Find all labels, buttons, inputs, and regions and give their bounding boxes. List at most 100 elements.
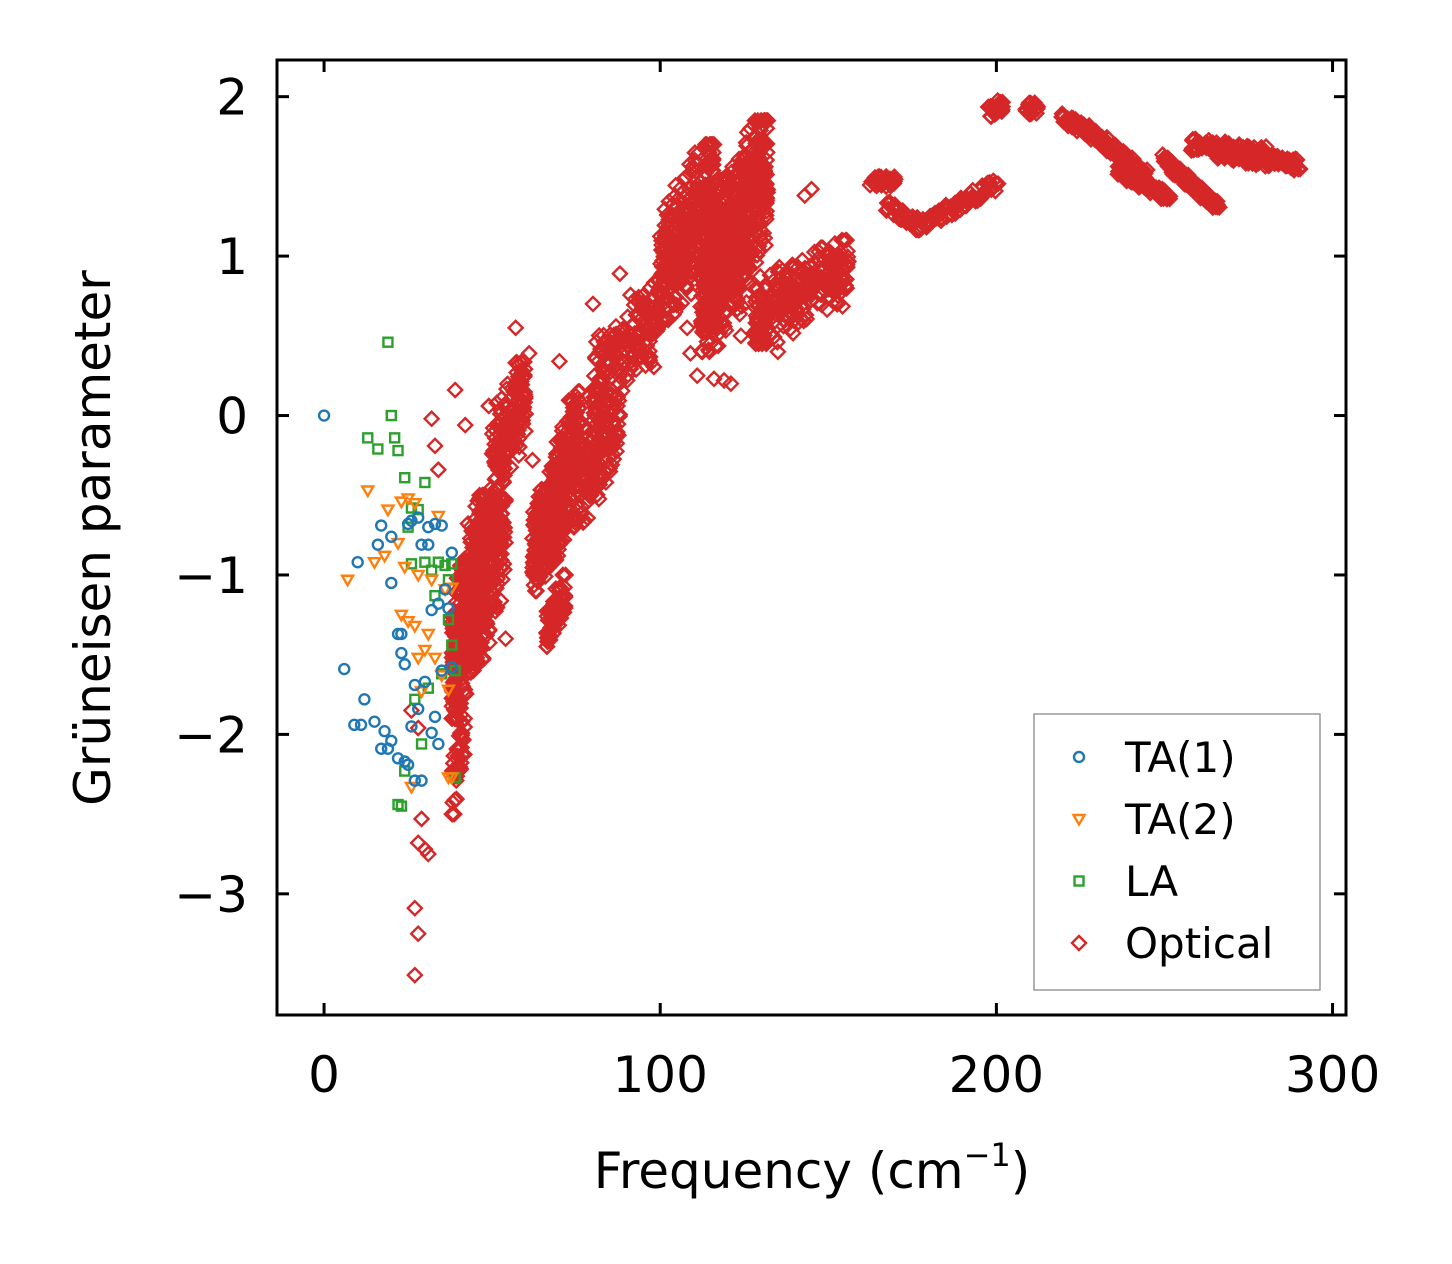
data-point: [1285, 161, 1303, 179]
data-point: [631, 321, 649, 340]
data-point: [757, 206, 775, 225]
data-point: [544, 546, 562, 564]
data-point: [443, 805, 461, 823]
data-point: [482, 600, 500, 618]
data-point: [405, 514, 418, 527]
x-tick-label: 300: [1285, 1046, 1380, 1104]
data-point: [1161, 187, 1179, 206]
data-point: [317, 409, 331, 422]
data-point: [487, 451, 506, 469]
data-point: [754, 189, 773, 207]
data-point: [613, 382, 631, 400]
data-point: [412, 810, 431, 828]
data-point: [745, 218, 763, 237]
data-point: [395, 627, 408, 641]
y-tick-label: 0: [216, 388, 248, 446]
data-point: [671, 270, 689, 288]
data-point: [432, 737, 445, 751]
data-point: [378, 725, 391, 738]
data-point: [446, 703, 465, 721]
data-point: [446, 672, 464, 690]
data-point: [401, 517, 415, 531]
x-tick-label: 0: [308, 1046, 340, 1104]
data-point: [415, 774, 428, 787]
data-point: [455, 709, 474, 728]
data-point: [570, 392, 589, 411]
data-point: [565, 479, 583, 497]
data-point: [520, 344, 538, 363]
data-point: [398, 755, 411, 768]
data-point: [368, 715, 381, 728]
data-point: [722, 202, 740, 220]
data-point: [564, 392, 582, 411]
data-point: [584, 446, 602, 464]
data-point: [552, 531, 570, 549]
data-point: [746, 324, 765, 343]
data-point: [478, 560, 497, 578]
data-point: [750, 144, 769, 162]
data-point: [487, 598, 506, 616]
data-point: [611, 405, 629, 424]
data-point: [743, 140, 762, 158]
data-point: [703, 314, 722, 332]
data-point: [382, 336, 394, 348]
data-point: [440, 684, 457, 698]
data-point: [993, 93, 1011, 112]
data-point: [837, 231, 856, 249]
data-point: [366, 557, 383, 571]
data-point: [473, 567, 492, 586]
data-point: [666, 289, 684, 307]
data-point: [444, 793, 462, 812]
data-point: [722, 255, 740, 273]
data-point: [358, 693, 371, 706]
data-point: [480, 620, 498, 639]
data-point: [393, 496, 409, 510]
data-point: [445, 805, 463, 823]
data-point: [709, 337, 727, 355]
data-point: [993, 98, 1012, 116]
y-axis-label: Grüneisen parameter: [64, 270, 122, 806]
data-point: [449, 747, 467, 765]
series-la: [362, 336, 461, 812]
data-point: [659, 311, 677, 329]
data-point: [507, 421, 525, 440]
data-point: [756, 294, 775, 312]
data-point: [743, 168, 762, 186]
data-point: [708, 319, 726, 338]
data-point: [528, 519, 546, 538]
data-point: [656, 224, 675, 243]
data-point: [571, 447, 590, 466]
data-point: [551, 432, 570, 451]
x-tick-label: 200: [949, 1046, 1044, 1104]
data-point: [603, 329, 622, 347]
data-point: [971, 189, 990, 208]
data-point: [376, 550, 393, 564]
data-point: [488, 521, 507, 539]
data-point: [410, 652, 426, 666]
data-point: [512, 393, 531, 411]
data-point: [420, 628, 436, 642]
data-point: [523, 451, 542, 469]
data-point: [385, 530, 398, 543]
data-point: [406, 899, 424, 917]
data-point: [409, 924, 427, 943]
data-point: [627, 360, 645, 379]
data-point: [499, 410, 517, 428]
data-point: [722, 374, 740, 393]
data-point: [727, 220, 745, 238]
data-point: [496, 459, 514, 478]
data-point: [398, 658, 411, 671]
data-point: [603, 386, 621, 404]
data-point: [417, 644, 433, 658]
data-point: [526, 582, 545, 600]
data-point: [822, 281, 840, 299]
data-point: [362, 432, 374, 444]
data-point: [965, 190, 984, 209]
data-point: [597, 473, 615, 492]
data-point: [454, 636, 472, 654]
data-point: [627, 350, 645, 368]
data-point: [1210, 198, 1228, 216]
data-point: [677, 218, 695, 237]
x-axis-label: Frequency (cm−1): [594, 1136, 1031, 1200]
data-point: [765, 328, 783, 346]
